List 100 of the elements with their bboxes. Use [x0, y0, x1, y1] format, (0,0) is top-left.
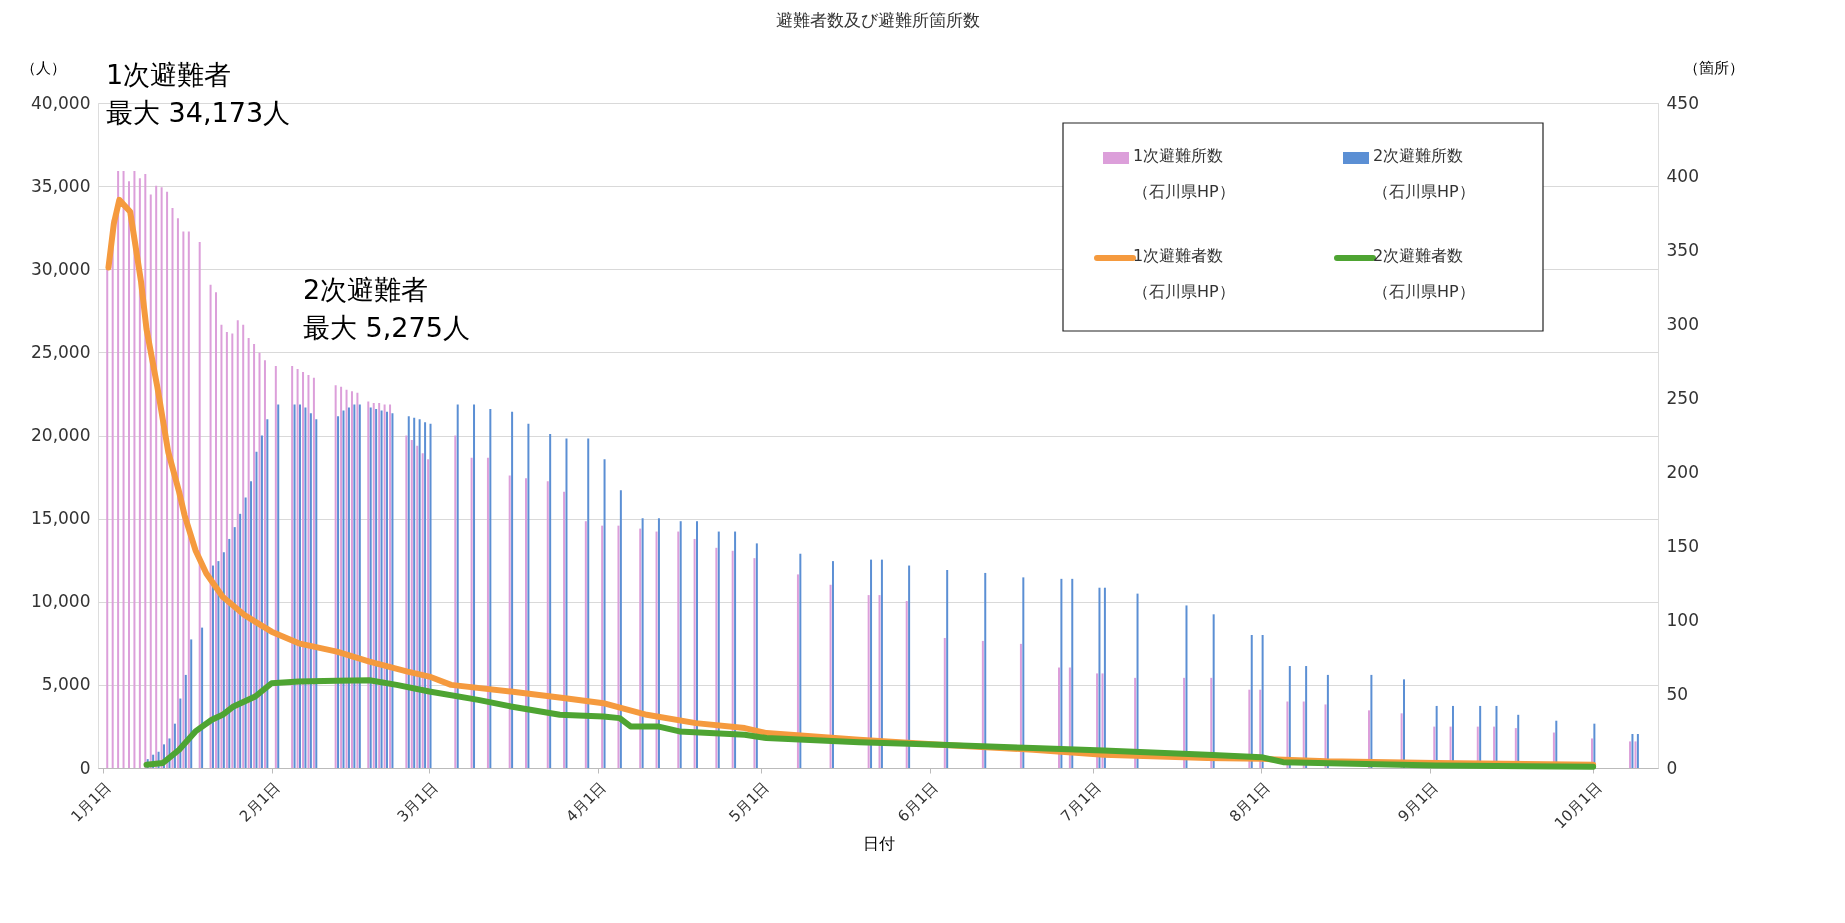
bar — [1103, 587, 1106, 768]
bar — [138, 178, 141, 768]
bar — [211, 565, 214, 768]
bar — [546, 481, 549, 768]
legend-label: 2次避難者数（石川県HP） — [1373, 246, 1475, 301]
bar — [260, 435, 263, 768]
bar — [1636, 734, 1639, 768]
y2-tick-label: 450 — [1666, 92, 1699, 113]
bar — [293, 404, 296, 768]
bar — [144, 173, 147, 768]
bar — [657, 518, 660, 768]
bar — [380, 410, 383, 768]
y2-axis-title: （箇所） — [1683, 58, 1744, 77]
bar — [1098, 587, 1101, 768]
x-axis-title: 日付 — [862, 833, 895, 853]
bar — [418, 419, 421, 768]
bar — [870, 559, 873, 768]
bar — [454, 435, 457, 768]
y-axis-title: （人） — [21, 58, 66, 77]
bar — [375, 408, 378, 768]
bar — [563, 491, 566, 768]
bar — [429, 423, 432, 768]
y-tick-label: 25,000 — [31, 341, 91, 362]
bar — [122, 170, 125, 768]
bar — [242, 324, 245, 768]
bar — [1019, 643, 1022, 768]
bar — [908, 565, 911, 768]
bar — [166, 191, 169, 768]
bar — [424, 422, 427, 768]
bar — [228, 538, 231, 768]
bar — [215, 292, 218, 768]
bar — [184, 674, 187, 768]
bar — [946, 569, 949, 768]
bar — [1210, 677, 1213, 768]
bar — [677, 531, 680, 768]
chart-title: 避難者数及び避難所箇所数 — [776, 10, 980, 30]
x-tick-label: 1月1日 — [67, 778, 115, 826]
bar — [106, 267, 109, 768]
y-tick-label: 15,000 — [31, 508, 91, 529]
y2-tick-label: 400 — [1666, 166, 1699, 187]
bar — [302, 371, 305, 768]
bar — [263, 360, 266, 768]
bar — [209, 284, 212, 768]
bar — [470, 457, 473, 768]
bar — [187, 231, 190, 768]
bar — [456, 404, 459, 768]
bar — [258, 352, 261, 768]
bar — [171, 207, 174, 768]
y2-tick-label: 100 — [1666, 609, 1699, 630]
bar — [190, 639, 193, 768]
bar — [253, 343, 256, 768]
y2-tick-label: 150 — [1666, 535, 1699, 556]
y-tick-label: 5,000 — [41, 674, 91, 695]
bar — [342, 410, 345, 768]
bar — [943, 637, 946, 768]
bar — [641, 518, 644, 768]
bar — [405, 435, 408, 768]
bar — [715, 547, 718, 768]
bar — [345, 389, 348, 768]
bar — [358, 404, 361, 768]
bar — [413, 417, 416, 768]
bar — [1370, 674, 1373, 768]
legend-label: 2次避難所数（石川県HP） — [1373, 146, 1475, 201]
x-tick-label: 4月1日 — [562, 778, 610, 826]
y2-tick-label: 300 — [1666, 314, 1699, 335]
bar — [549, 434, 552, 768]
bar — [309, 413, 312, 768]
bar — [984, 572, 987, 768]
y2-tick-label: 250 — [1666, 388, 1699, 409]
legend-label: 1次避難者数（石川県HP） — [1133, 246, 1235, 301]
bar — [266, 419, 269, 768]
y-tick-label: 35,000 — [31, 175, 91, 196]
legend-label: 1次避難所数（石川県HP） — [1133, 146, 1235, 201]
bar — [603, 459, 606, 768]
y2-tick-label: 50 — [1666, 683, 1689, 704]
bar — [584, 521, 587, 768]
bar — [527, 423, 530, 768]
bar — [831, 561, 834, 768]
bar — [239, 513, 242, 768]
bar — [350, 391, 353, 768]
bar — [176, 218, 179, 768]
bar — [796, 574, 799, 768]
bar — [1136, 593, 1139, 768]
y2-tick-label: 0 — [1666, 757, 1678, 778]
bar — [421, 453, 424, 768]
bar — [225, 332, 228, 768]
bar — [617, 525, 620, 768]
bar — [198, 241, 201, 768]
bar — [755, 543, 758, 768]
bar — [347, 407, 350, 768]
bar — [367, 401, 370, 768]
bar — [1212, 614, 1215, 768]
bar — [1060, 578, 1063, 768]
bar — [340, 386, 343, 768]
x-tick-label: 5月1日 — [725, 778, 773, 826]
bar — [679, 521, 682, 768]
bar — [427, 459, 430, 768]
bar — [291, 366, 294, 768]
bar — [416, 445, 419, 768]
bar — [407, 416, 410, 768]
